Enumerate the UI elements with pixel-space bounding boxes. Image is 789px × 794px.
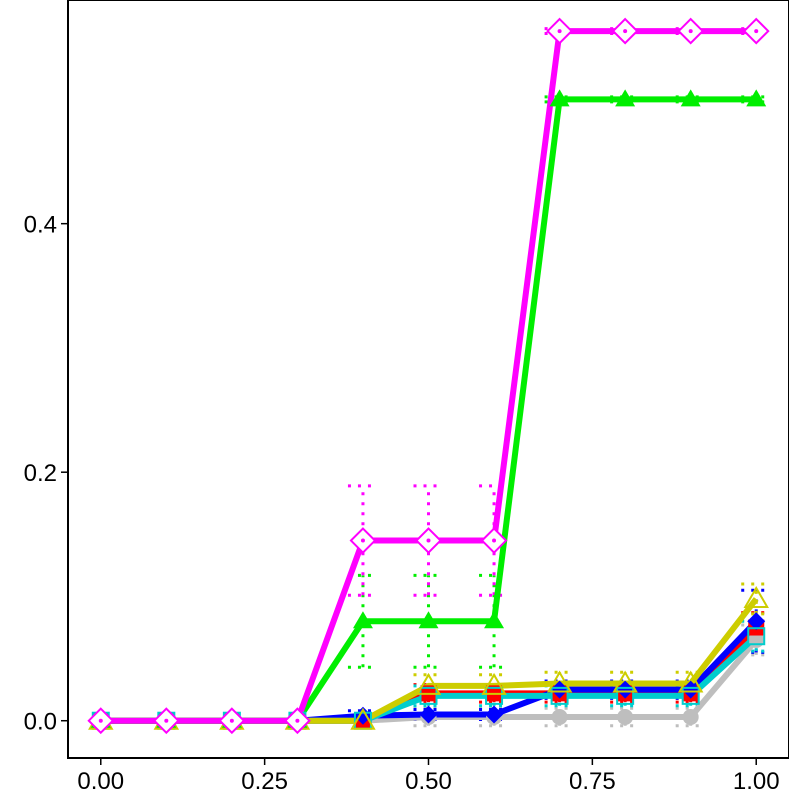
data-point-dot [557, 29, 562, 34]
data-point [612, 670, 638, 693]
data-point [353, 706, 372, 725]
plot-border [67, 0, 789, 759]
data-point [484, 611, 505, 629]
data-point-dot [623, 29, 628, 34]
x-tick-label: 0.50 [405, 768, 452, 789]
data-point [485, 705, 504, 724]
data-point [419, 705, 438, 724]
data-point [350, 707, 376, 730]
data-point [616, 686, 635, 705]
error-bar [479, 484, 510, 597]
x-tick-label: 1.00 [733, 768, 780, 789]
data-point [746, 89, 767, 107]
data-point [747, 612, 766, 631]
data-point [681, 686, 700, 705]
data-point [481, 672, 507, 695]
data-point [352, 611, 373, 629]
data-point [743, 585, 769, 608]
data-point [616, 680, 635, 699]
data-point [546, 670, 573, 693]
data-point [617, 708, 634, 725]
data-point [415, 672, 442, 695]
data-point-dot [229, 718, 234, 723]
data-point-dot [360, 538, 365, 543]
data-point [549, 89, 570, 107]
x-tick-label: 0.00 [77, 768, 124, 789]
data-point [615, 89, 636, 107]
data-point-dot [754, 29, 759, 34]
y-tick-label: 0.2 [24, 460, 57, 487]
data-point-dot [98, 718, 103, 723]
data-point [677, 670, 704, 693]
marker-layer [87, 17, 770, 735]
data-point-dot [688, 29, 693, 34]
data-point [551, 708, 568, 725]
data-point-dot [164, 718, 169, 723]
data-point [419, 686, 438, 705]
data-point [680, 89, 701, 107]
plot-frame-layer [67, 0, 789, 759]
error-bar [413, 484, 444, 597]
data-point [550, 686, 569, 705]
data-point [550, 680, 569, 699]
data-point [485, 686, 504, 705]
data-point-dot [295, 718, 300, 723]
x-tick-label: 0.75 [569, 768, 616, 789]
data-point-dot [492, 538, 497, 543]
data-point [747, 627, 766, 646]
data-point [681, 680, 700, 699]
data-point [418, 611, 439, 629]
y-tick-label: 0.0 [24, 709, 57, 736]
data-point-dot [426, 538, 431, 543]
x-tick-label: 0.25 [241, 768, 288, 789]
y-tick-label: 0.4 [24, 212, 57, 239]
data-point [682, 708, 699, 725]
error-bar [347, 484, 378, 597]
